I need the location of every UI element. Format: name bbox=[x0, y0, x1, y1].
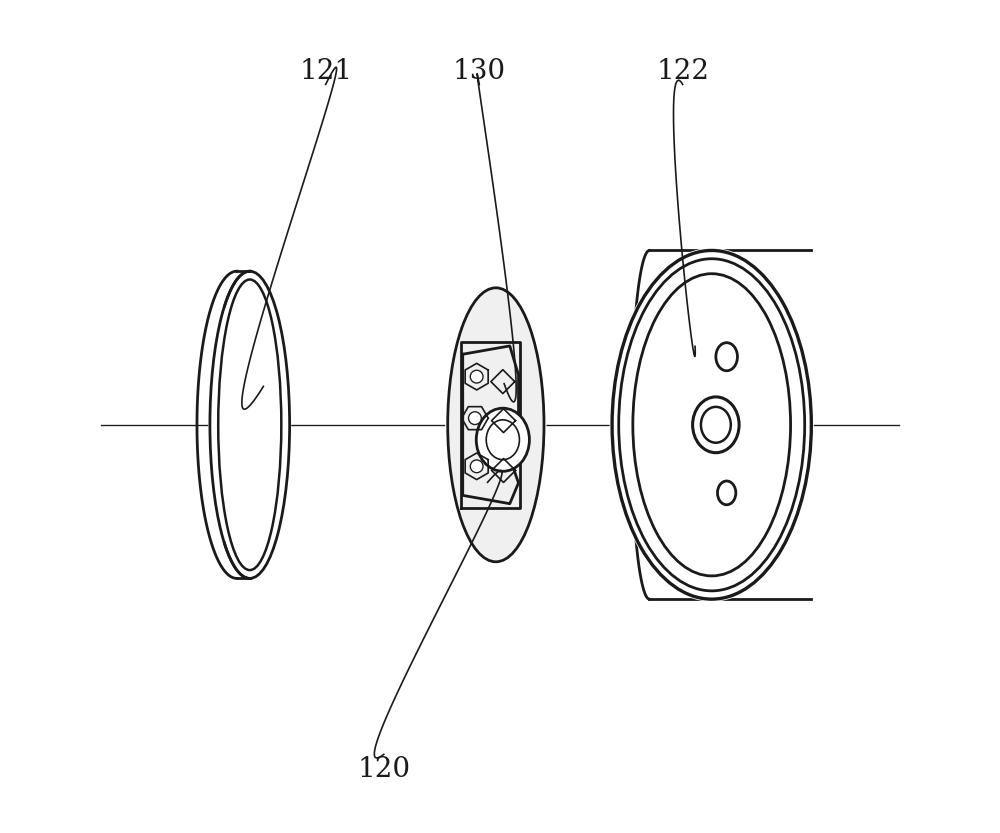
Ellipse shape bbox=[470, 460, 483, 472]
Ellipse shape bbox=[445, 286, 546, 564]
Ellipse shape bbox=[470, 371, 483, 383]
Ellipse shape bbox=[476, 408, 529, 471]
Ellipse shape bbox=[210, 272, 290, 578]
Text: 120: 120 bbox=[357, 756, 410, 783]
Ellipse shape bbox=[469, 412, 481, 425]
Ellipse shape bbox=[208, 270, 291, 580]
Text: 122: 122 bbox=[656, 58, 709, 86]
Ellipse shape bbox=[448, 288, 544, 561]
Ellipse shape bbox=[610, 248, 814, 601]
Ellipse shape bbox=[693, 397, 739, 452]
Text: 121: 121 bbox=[299, 58, 352, 86]
Text: 130: 130 bbox=[453, 58, 506, 86]
